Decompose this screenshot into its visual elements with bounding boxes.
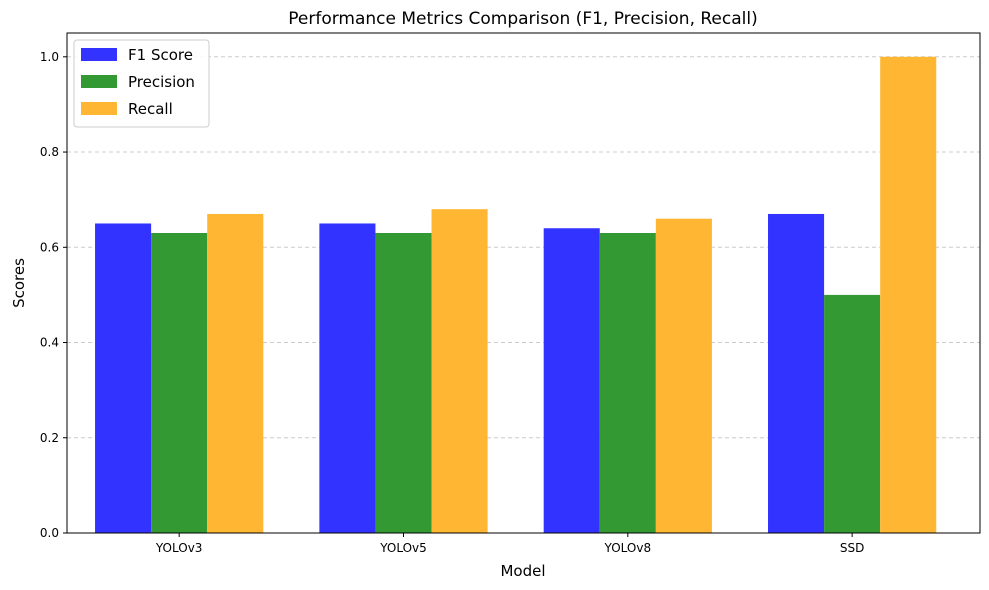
y-tick-label: 0.0 bbox=[40, 526, 59, 540]
bars bbox=[95, 56, 937, 534]
y-tick-label: 1.0 bbox=[40, 50, 59, 64]
legend: F1 Score Precision Recall bbox=[73, 39, 210, 128]
bar-f1-score bbox=[543, 228, 600, 533]
legend-label: F1 Score bbox=[128, 46, 193, 64]
legend-label: Recall bbox=[128, 100, 173, 118]
legend-label: Precision bbox=[128, 73, 195, 91]
plot-area-frame bbox=[66, 32, 981, 534]
x-tick-label: YOLOv5 bbox=[379, 541, 427, 555]
bar-precision bbox=[375, 233, 432, 533]
x-axis-label: Model bbox=[500, 562, 545, 580]
bar-precision bbox=[599, 233, 656, 533]
y-tick-label: 0.2 bbox=[40, 431, 59, 445]
bar-precision bbox=[151, 233, 208, 533]
gridlines bbox=[67, 56, 980, 439]
x-axis-ticks: YOLOv3 YOLOv5 YOLOv8 SSD bbox=[155, 533, 864, 555]
bar-f1-score bbox=[319, 223, 376, 533]
chart-title: Performance Metrics Comparison (F1, Prec… bbox=[288, 9, 757, 29]
bar-f1-score bbox=[768, 213, 825, 533]
x-tick-label: SSD bbox=[840, 541, 864, 555]
legend-swatch bbox=[81, 48, 117, 61]
bar-f1-score bbox=[95, 223, 152, 533]
legend-swatch bbox=[81, 102, 117, 115]
bar-recall bbox=[207, 213, 264, 533]
y-tick-label: 0.4 bbox=[40, 336, 59, 350]
y-tick-label: 0.8 bbox=[40, 145, 59, 159]
bar-recall bbox=[880, 56, 937, 534]
bar-recall bbox=[431, 209, 488, 533]
x-tick-label: YOLOv3 bbox=[155, 541, 203, 555]
bar-recall bbox=[655, 218, 712, 533]
y-axis-label: Scores bbox=[10, 258, 28, 308]
y-tick-label: 0.6 bbox=[40, 240, 59, 254]
y-axis-ticks: 0.0 0.2 0.4 0.6 0.8 1.0 bbox=[40, 50, 67, 540]
legend-swatch bbox=[81, 75, 117, 88]
x-tick-label: YOLOv8 bbox=[604, 541, 652, 555]
bar-precision bbox=[824, 294, 881, 533]
